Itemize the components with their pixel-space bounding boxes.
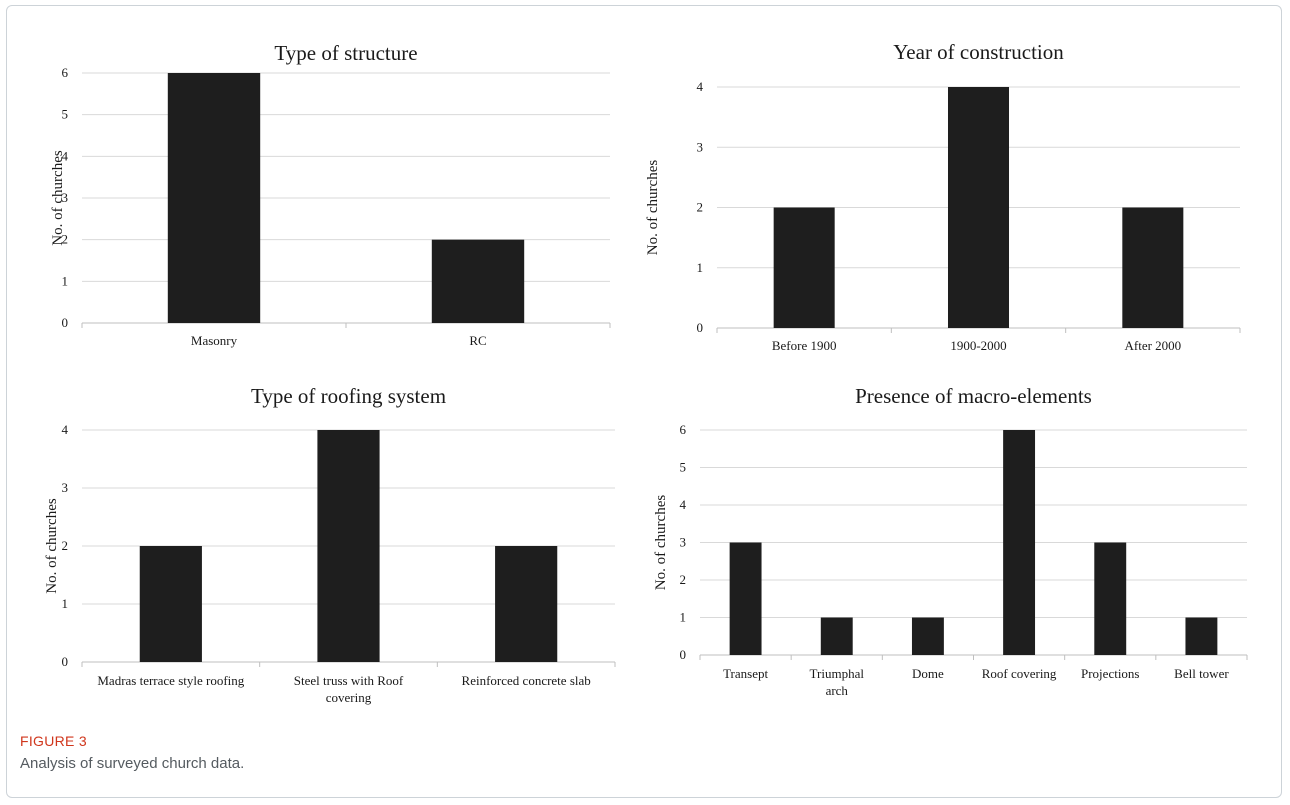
bar-roof-covering <box>1003 430 1036 655</box>
bar-dome <box>911 617 944 655</box>
chart-title: Type of structure <box>274 41 417 65</box>
chart-title: Type of roofing system <box>251 384 446 408</box>
y-tick-label: 6 <box>62 65 69 80</box>
x-tick-label: Madras terrace style roofing <box>97 673 244 688</box>
figure-caption: Analysis of surveyed church data. <box>20 755 245 772</box>
figure-label: FIGURE 3 <box>20 733 87 749</box>
bar-triumphal-arch <box>820 617 853 655</box>
x-tick-label: Masonry <box>191 333 238 348</box>
y-tick-label: 1 <box>62 273 69 288</box>
bar-projections <box>1094 542 1127 655</box>
y-axis-label: No. of churches <box>50 150 66 246</box>
x-tick-label: 1900-2000 <box>950 338 1006 353</box>
y-tick-label: 2 <box>62 538 69 553</box>
y-tick-label: 5 <box>62 107 69 122</box>
y-axis-label: No. of churches <box>645 160 661 256</box>
y-tick-label: 4 <box>62 148 69 163</box>
y-tick-label: 2 <box>680 572 687 587</box>
chart-type-of-roofing-system: Type of roofing system No. of churches 0 1 2… <box>44 384 616 705</box>
y-tick-label: 1 <box>62 596 69 611</box>
y-tick-label: 6 <box>680 422 687 437</box>
x-tick-label: Steel truss with Roof covering <box>294 673 404 705</box>
y-axis-label: No. of churches <box>653 495 669 591</box>
y-tick-label: 0 <box>62 654 69 669</box>
x-tick-label: Triumphal arch <box>810 666 865 698</box>
bar-1900-2000 <box>947 87 1010 328</box>
chart-year-of-construction: Year of construction No. of churches 0 1 2 3 4… <box>645 40 1241 353</box>
x-tick-label: Before 1900 <box>772 338 837 353</box>
bar-masonry <box>167 73 261 323</box>
chart-presence-of-macro-elements: Presence of macro-elements No. of churche… <box>653 384 1248 698</box>
bar-reinforced-concrete-slab <box>495 546 558 662</box>
bar-rc <box>431 239 525 323</box>
y-tick-label: 3 <box>680 535 687 550</box>
y-tick-label: 4 <box>697 79 704 94</box>
bar-after-2000 <box>1122 207 1184 328</box>
x-tick-label: Roof covering <box>982 666 1057 681</box>
y-tick-label: 2 <box>62 232 69 247</box>
y-tick-label: 1 <box>680 610 687 625</box>
x-tick-label: After 2000 <box>1124 338 1181 353</box>
y-tick-label: 0 <box>680 647 687 662</box>
x-tick-label: Reinforced concrete slab <box>462 673 591 688</box>
x-tick-label: Projections <box>1081 666 1140 681</box>
y-axis-label: No. of churches <box>44 498 60 594</box>
x-tick-label: Dome <box>912 666 944 681</box>
bar-bell-tower <box>1185 617 1218 655</box>
x-tick-label: Bell tower <box>1174 666 1229 681</box>
y-tick-label: 5 <box>680 460 687 475</box>
chart-title: Year of construction <box>893 40 1064 64</box>
bar-before-1900 <box>773 207 835 328</box>
x-tick-label: Transept <box>723 666 768 681</box>
bar-transept <box>729 542 762 655</box>
y-tick-label: 4 <box>680 497 687 512</box>
y-tick-label: 4 <box>62 422 69 437</box>
y-tick-label: 1 <box>697 260 704 275</box>
y-tick-label: 2 <box>697 200 704 215</box>
chart-title: Presence of macro-elements <box>855 384 1092 408</box>
x-tick-label: RC <box>469 333 486 348</box>
chart-type-of-structure: Type of structure No. of churches 0 1 2 3 4 5 6 M… <box>50 41 611 348</box>
y-tick-label: 3 <box>62 480 69 495</box>
y-tick-label: 3 <box>62 190 69 205</box>
bar-madras-terrace-style-roofing <box>139 546 202 662</box>
bar-steel-truss-with-roof-covering <box>317 430 380 662</box>
y-tick-label: 3 <box>697 139 704 154</box>
y-tick-label: 0 <box>697 320 704 335</box>
y-tick-label: 0 <box>62 315 69 330</box>
